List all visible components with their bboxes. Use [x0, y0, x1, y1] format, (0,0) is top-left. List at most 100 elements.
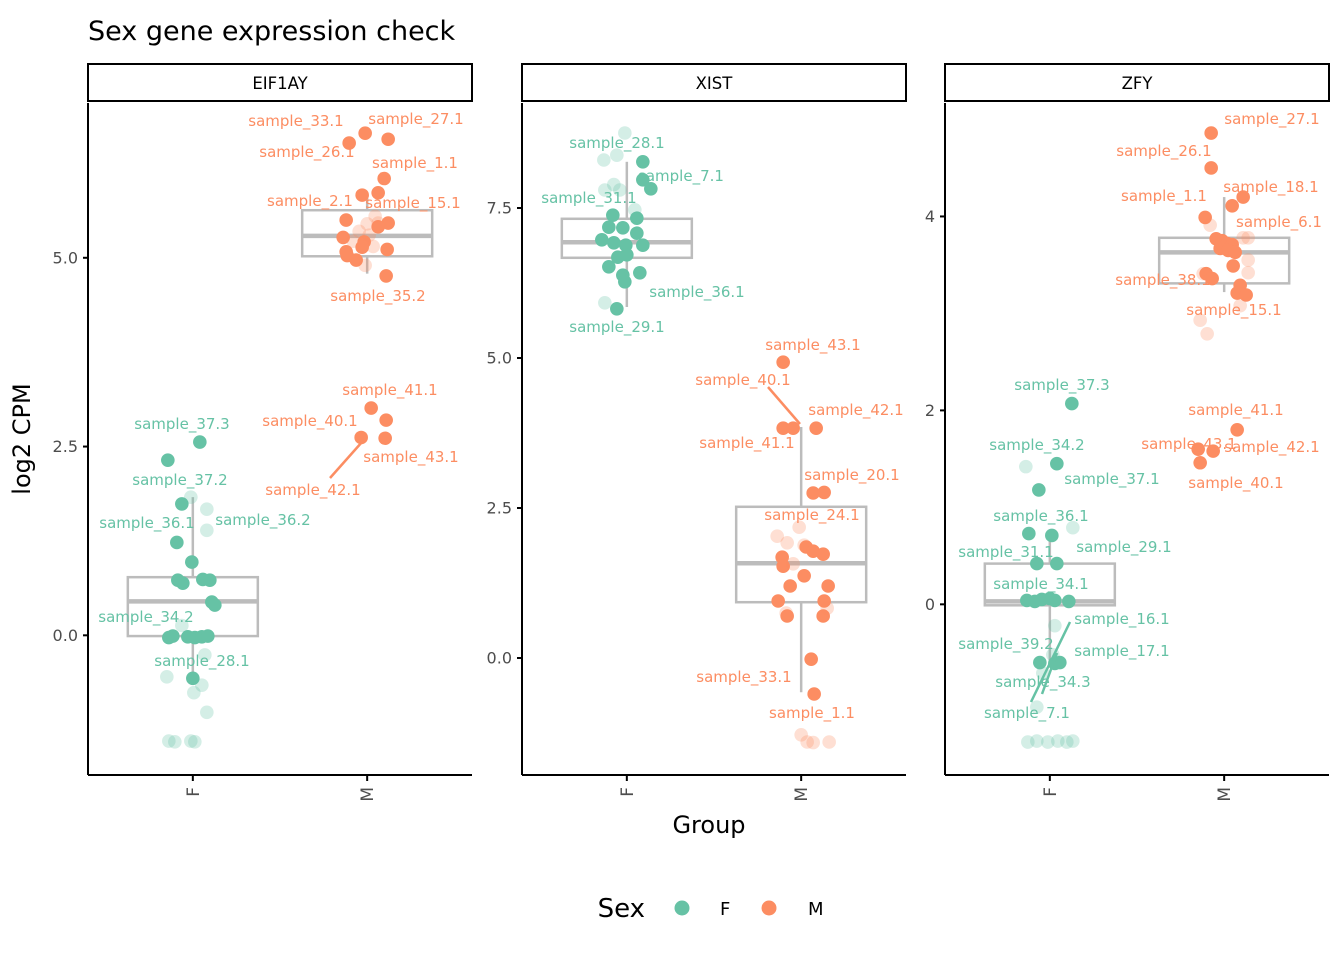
data-point [636, 173, 650, 187]
data-point [1230, 422, 1244, 437]
x-tick-label: F [184, 787, 204, 797]
data-point [817, 485, 831, 500]
data-point [1191, 442, 1205, 456]
data-point [1204, 126, 1218, 140]
data-point [175, 618, 189, 633]
y-tick-label: 0.0 [487, 649, 512, 668]
label-leader-line [1040, 652, 1059, 695]
x-tick-label: F [1041, 787, 1061, 797]
sample-label: sample_34.2 [98, 608, 193, 627]
data-point [1030, 556, 1044, 571]
data-point [1053, 655, 1067, 670]
data-point [379, 269, 393, 283]
sample-label: sample_42.1 [808, 401, 903, 420]
data-point [371, 220, 385, 234]
data-point [378, 431, 392, 446]
data-point [792, 520, 806, 534]
data-point [1060, 735, 1074, 749]
data-point [1048, 618, 1062, 633]
data-point [1021, 735, 1035, 749]
data-point [776, 559, 790, 573]
data-point [820, 601, 834, 615]
sample-label: sample_40.1 [1188, 474, 1283, 493]
sample-label: sample_43.1 [363, 448, 458, 467]
data-point [1050, 556, 1064, 571]
data-point [1239, 288, 1253, 302]
data-point [794, 728, 808, 742]
data-point [821, 579, 835, 593]
legend-label-m: M [808, 899, 824, 920]
x-tick-label: M [358, 787, 378, 802]
data-point [780, 609, 794, 623]
data-point [806, 486, 820, 500]
data-point [1203, 218, 1217, 232]
sample-label: sample_37.1 [1064, 470, 1159, 489]
data-point [598, 183, 612, 197]
data-point [161, 453, 175, 467]
data-point [176, 576, 190, 591]
sample-label: sample_6.1 [1236, 213, 1322, 232]
y-axis-title: log2 CPM [8, 383, 36, 494]
sample-label: sample_16.1 [1074, 610, 1169, 629]
sample-label: sample_29.1 [1076, 538, 1171, 557]
label-leader-line [329, 441, 363, 479]
data-point [1193, 313, 1207, 328]
data-point [366, 239, 380, 254]
data-point [1030, 700, 1044, 714]
data-point [616, 221, 630, 235]
data-point [364, 401, 378, 415]
sample-label: sample_33.1 [248, 112, 343, 131]
data-point [342, 136, 356, 150]
sample-label: sample_40.1 [695, 371, 790, 390]
data-point [336, 230, 350, 245]
data-point [806, 735, 820, 750]
sample-label: sample_42.1 [265, 481, 360, 500]
sample-label: sample_36.1 [993, 507, 1088, 526]
sample-label: sample_31.1 [958, 543, 1053, 562]
sample-label: sample_42.1 [1224, 438, 1319, 457]
data-point [786, 557, 800, 571]
data-point [1228, 245, 1242, 260]
data-point [610, 148, 624, 162]
y-tick-label: 5.0 [53, 248, 78, 267]
facet-strip-label: ZFY [1122, 74, 1154, 93]
sample-label: sample_36.1 [99, 514, 194, 533]
box [126, 575, 260, 638]
sample-label: sample_7.1 [984, 704, 1070, 723]
data-point [1236, 190, 1250, 204]
data-point [1022, 526, 1036, 541]
data-point [620, 248, 634, 262]
box [300, 208, 434, 258]
data-point [816, 547, 830, 561]
facet-strip [944, 63, 1330, 102]
data-point [160, 670, 174, 684]
x-tick-label: M [1215, 787, 1235, 802]
sample-label: sample_20.1 [804, 466, 899, 485]
sample-label: sample_28.1 [569, 134, 664, 153]
legend-title: Sex [598, 894, 645, 924]
sample-label: sample_34.3 [995, 673, 1090, 692]
data-point [1066, 734, 1080, 748]
data-point [613, 183, 627, 197]
data-point [822, 735, 836, 749]
data-point [200, 705, 214, 720]
data-point [355, 240, 369, 255]
data-point [1204, 161, 1218, 175]
data-point [186, 671, 200, 686]
data-point [193, 435, 207, 449]
data-point [1233, 298, 1247, 313]
sample-label: sample_24.1 [764, 506, 859, 525]
data-point [1051, 734, 1065, 748]
data-point [1226, 259, 1240, 273]
data-point [807, 687, 821, 701]
data-point [201, 629, 215, 643]
box [734, 505, 868, 604]
sample-label: sample_39.2 [958, 635, 1053, 654]
sample-label: sample_27.1 [1224, 110, 1319, 129]
data-point [786, 421, 800, 436]
sample-label: sample_34.1 [993, 575, 1088, 594]
data-point [1200, 326, 1214, 341]
data-point [809, 421, 823, 436]
sample-label: sample_26.1 [1116, 142, 1211, 161]
